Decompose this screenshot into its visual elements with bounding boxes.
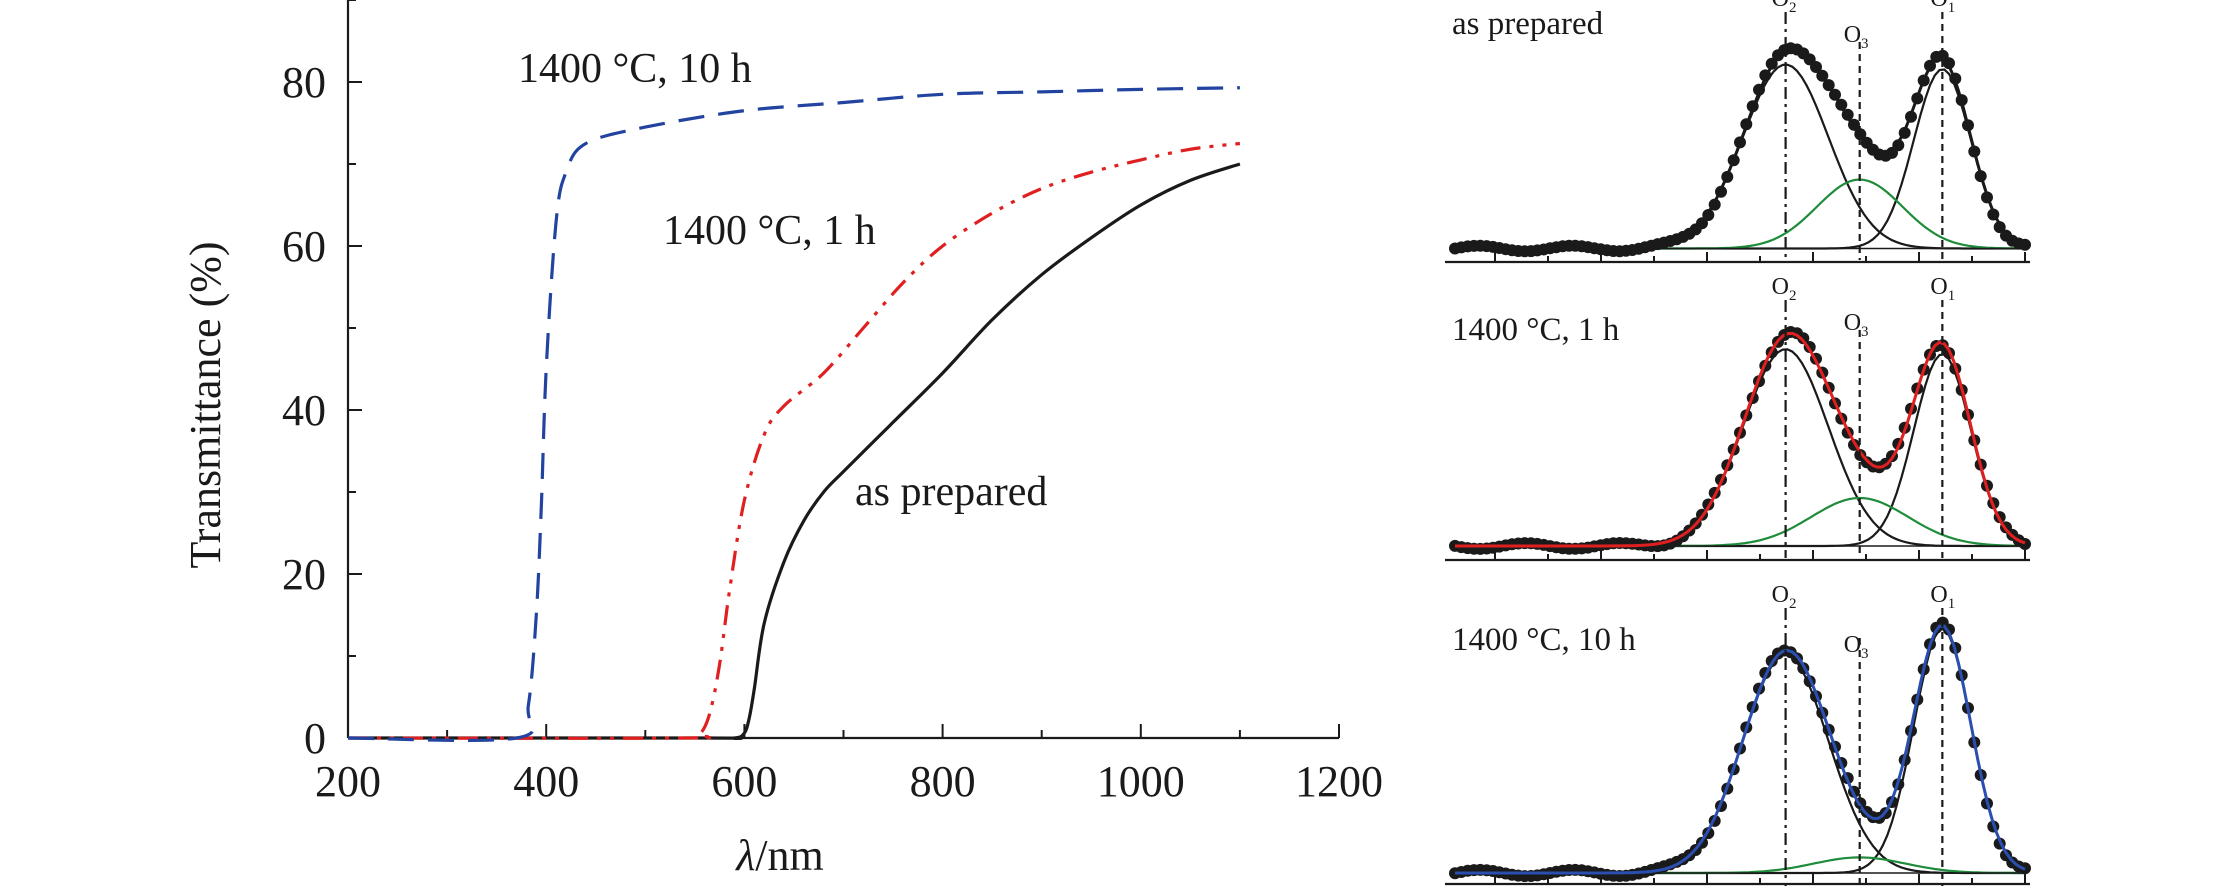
axis-ticks bbox=[347, 0, 1340, 739]
component-O₁ bbox=[1455, 353, 2026, 548]
x-axis-label: λ/nm bbox=[734, 831, 824, 880]
peak-label-o1: O1 bbox=[1930, 274, 1955, 304]
peak-label-subscript: 2 bbox=[1789, 0, 1797, 16]
annotation-10h: 1400 °C, 10 h bbox=[518, 46, 752, 92]
x-tick-label: 1000 bbox=[1097, 757, 1185, 806]
series-line-1400-c-10-h bbox=[347, 86, 1240, 743]
peak-label-subscript: 1 bbox=[1948, 288, 1956, 304]
y-tick-label: 60 bbox=[282, 222, 326, 271]
annotation-1h: 1400 °C, 1 h bbox=[663, 208, 876, 254]
peak-label-o3: O3 bbox=[1844, 632, 1869, 662]
data-point bbox=[1797, 332, 1810, 345]
series-group bbox=[347, 86, 1241, 743]
peak-label-subscript: 1 bbox=[1948, 596, 1956, 612]
peak-label-subscript: 3 bbox=[1861, 36, 1869, 52]
peak-label-subscript: 1 bbox=[1948, 0, 1956, 16]
peak-label-subscript: 2 bbox=[1789, 596, 1797, 612]
peak-label-subscript: 3 bbox=[1861, 646, 1869, 662]
transmittance-chart: λ/nm Transmittance (%) 1400 °C, 10 h 140… bbox=[181, 0, 1383, 880]
peak-label-o3: O3 bbox=[1844, 22, 1869, 52]
panel-label-as-prepared: as prepared bbox=[1452, 6, 1604, 42]
peak-label-o2: O2 bbox=[1772, 274, 1797, 304]
peak-label-o2: O2 bbox=[1772, 0, 1797, 16]
component-O₃ bbox=[1455, 496, 2026, 548]
y-axis-label: Transmittance (%) bbox=[181, 241, 230, 568]
x-tick-label: 600 bbox=[711, 757, 777, 806]
panel-label-10h: 1400 °C, 10 h bbox=[1452, 622, 1636, 658]
x-tick-label: 1200 bbox=[1295, 757, 1383, 806]
y-tick-label: 0 bbox=[304, 714, 326, 763]
annotation-as-prepared: as prepared bbox=[855, 469, 1047, 515]
y-tick-label: 80 bbox=[282, 58, 326, 107]
y-tick-label: 40 bbox=[282, 386, 326, 435]
panel-1400c-1h: 1400 °C, 1 h O2 O3 O1 bbox=[1445, 274, 2031, 562]
panel-label-1h: 1400 °C, 1 h bbox=[1452, 312, 1620, 348]
x-tick-label: 400 bbox=[513, 757, 579, 806]
peak-label-o2: O2 bbox=[1772, 582, 1797, 612]
fit-envelope bbox=[1455, 624, 2026, 875]
x-tick-label: 800 bbox=[910, 757, 976, 806]
y-tick-label: 20 bbox=[282, 550, 326, 599]
panel-1400c-10h: 1400 °C, 10 h O2 O3 O1 bbox=[1445, 582, 2031, 886]
peak-label-subscript: 3 bbox=[1861, 324, 1869, 340]
x-tick-label: 200 bbox=[315, 757, 381, 806]
peak-label-o3: O3 bbox=[1844, 310, 1869, 340]
component-O₃ bbox=[1455, 178, 2026, 250]
fit-envelope bbox=[1455, 45, 2026, 250]
fit-envelope bbox=[1455, 331, 2026, 548]
component-O₂ bbox=[1455, 63, 2025, 250]
component-O₂ bbox=[1455, 348, 2025, 548]
component-O₁ bbox=[1455, 68, 2026, 250]
series-line-1400-c-1-h bbox=[347, 141, 1241, 740]
component-O₂ bbox=[1455, 653, 2025, 875]
peak-label-o1: O1 bbox=[1930, 582, 1955, 612]
peak-label-subscript: 2 bbox=[1789, 288, 1797, 304]
series-line-as-prepared bbox=[348, 162, 1241, 740]
xps-panels: as prepared O2 O3 O1 1400 °C, 1 h O2 O3 O1 1… bbox=[1445, 0, 2031, 886]
